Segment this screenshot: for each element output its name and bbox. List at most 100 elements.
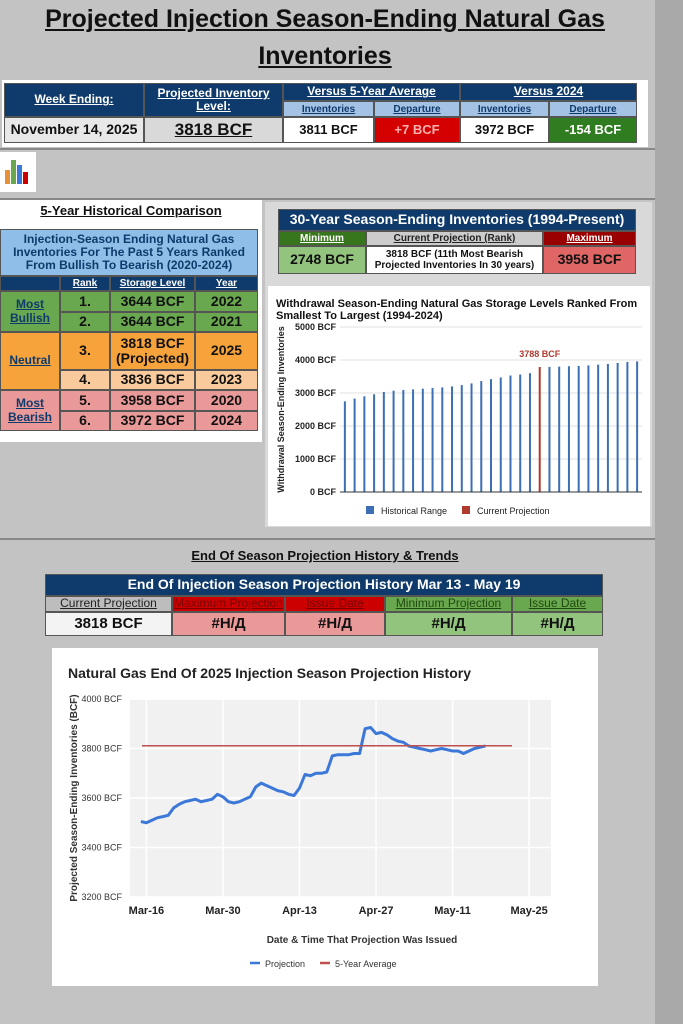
group-label: Most Bearish — [0, 390, 60, 431]
x-tick-label: May-11 — [434, 905, 471, 917]
header — [0, 276, 60, 291]
week-value: November 14, 2025 — [4, 117, 144, 143]
y-tick-label: 3800 BCF — [81, 744, 122, 754]
table-cell: 3818 BCF — [45, 612, 172, 636]
bar — [451, 386, 454, 492]
table-cell: 2025 — [195, 332, 258, 370]
value: 3972 BCF — [460, 117, 549, 143]
bar — [402, 390, 405, 492]
bar — [509, 375, 512, 492]
value: 3811 BCF — [283, 117, 374, 143]
column-header: Issue Date — [512, 596, 603, 612]
departure: -154 BCF — [549, 117, 637, 143]
divider — [0, 198, 655, 200]
group-label: Neutral — [0, 332, 60, 390]
bar — [392, 390, 395, 492]
y-tick-label: 5000 BCF — [295, 322, 337, 332]
bar — [597, 364, 600, 492]
y-axis-label: Withdrawal Season-Ending Inventories — [276, 326, 286, 492]
y-tick-label: 3400 BCF — [81, 843, 122, 853]
table-cell: 3. — [60, 332, 110, 370]
table-cell: 2024 — [195, 411, 258, 431]
sub-header: Inventories — [460, 101, 549, 117]
page-title: Projected Injection Season-Ending Natura… — [45, 5, 605, 70]
table-cell: 2023 — [195, 370, 258, 390]
section-heading: 5-Year Historical Comparison — [40, 202, 222, 218]
x-tick-label: Mar-30 — [205, 905, 240, 917]
x-tick-label: Mar-16 — [129, 905, 164, 917]
bar — [538, 366, 541, 492]
y-tick-label: 3600 BCF — [81, 793, 122, 803]
table-cell: 2021 — [195, 312, 258, 332]
sub-header: Departure — [374, 101, 460, 117]
icon-bar — [17, 165, 22, 184]
legend-label: 5-Year Average — [335, 959, 397, 969]
bar — [412, 389, 415, 492]
table-title: End Of Injection Season Projection Histo… — [45, 574, 603, 596]
column-header: Minimum Projection — [385, 596, 512, 612]
divider — [0, 148, 655, 150]
table-cell: 3644 BCF — [110, 312, 195, 332]
chart1-bg — [268, 286, 650, 526]
icon-bar — [5, 170, 10, 184]
table-cell: 3836 BCF — [110, 370, 195, 390]
bar — [343, 401, 346, 492]
column-header: Minimum — [278, 231, 366, 246]
table-cell: 3972 BCF — [110, 411, 195, 431]
projected-value: 3818 BCF — [144, 117, 283, 143]
table-cell: 2748 BCF — [278, 246, 366, 274]
bar — [519, 374, 522, 492]
column-header: Issue Date — [285, 596, 385, 612]
bar — [431, 388, 434, 492]
bar — [626, 361, 629, 492]
table-cell: 2022 — [195, 291, 258, 312]
table-cell: 3958 BCF — [543, 246, 636, 274]
bar — [577, 365, 580, 492]
sub-header: Departure — [549, 101, 637, 117]
section-heading: End Of Season Projection History & Trend… — [191, 547, 459, 563]
legend-label: Projection — [265, 959, 305, 969]
column-header: Current Projection — [45, 596, 172, 612]
legend-label: Historical Range — [381, 506, 447, 516]
bar — [636, 361, 639, 492]
departure: +7 BCF — [374, 117, 460, 143]
table-cell: #Н/Д — [285, 612, 385, 636]
header: Versus 5-Year Average — [283, 83, 460, 101]
bar — [567, 366, 570, 492]
column-header: Year — [195, 276, 258, 291]
bar — [528, 373, 531, 492]
table-cell: 4. — [60, 370, 110, 390]
table-cell: 6. — [60, 411, 110, 431]
table-cell: #Н/Д — [512, 612, 603, 636]
bar — [606, 363, 609, 492]
icon-bar — [23, 172, 28, 184]
y-tick-label: 3200 BCF — [81, 892, 122, 902]
chart-title: Natural Gas End Of 2025 Injection Season… — [68, 665, 471, 681]
legend-swatch — [366, 506, 374, 514]
x-axis-label: Date & Time That Projection Was Issued — [267, 935, 458, 946]
divider — [0, 538, 655, 540]
y-tick-label: 1000 BCF — [295, 454, 337, 464]
table-cell: #Н/Д — [172, 612, 285, 636]
chart-title: Withdrawal Season-Ending Natural Gas Sto… — [276, 297, 638, 322]
column-header: Current Projection (Rank) — [366, 231, 543, 246]
header: Week Ending: — [4, 83, 144, 117]
caption: Injection-Season Ending Natural Gas Inve… — [0, 229, 258, 276]
bar — [353, 398, 356, 492]
table-cell: #Н/Д — [385, 612, 512, 636]
bar — [373, 394, 376, 492]
column-header: Storage Level — [110, 276, 195, 291]
table-title: 30-Year Season-Ending Inventories (1994-… — [278, 209, 636, 231]
bar — [548, 366, 551, 492]
group-label: Most Bullish — [0, 291, 60, 332]
y-tick-label: 4000 BCF — [295, 355, 337, 365]
table-cell: 3958 BCF — [110, 390, 195, 411]
bar — [421, 388, 424, 492]
y-tick-label: 0 BCF — [310, 487, 337, 497]
table-cell: 3818 BCF (11th Most Bearish Projected In… — [366, 246, 543, 274]
table-cell: 3818 BCF (Projected) — [110, 332, 195, 370]
x-tick-label: May-25 — [510, 905, 547, 917]
y-tick-label: 3000 BCF — [295, 388, 337, 398]
